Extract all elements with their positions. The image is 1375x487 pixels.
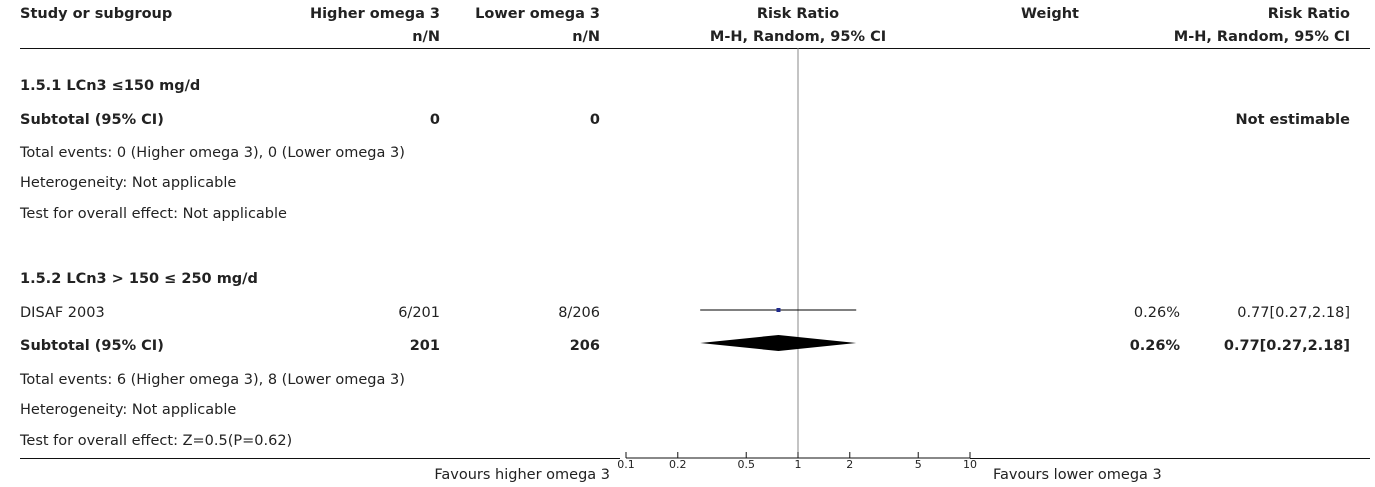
subtotal-rr: 0.77[0.27,2.18]	[1223, 338, 1350, 354]
x-axis-tick-label: 5	[915, 458, 922, 471]
study-rr: 0.77[0.27,2.18]	[1237, 305, 1350, 321]
heterogeneity: Heterogeneity: Not applicable	[20, 402, 237, 418]
subtotal-label: Subtotal (95% CI)	[20, 112, 164, 128]
subtotal-weight: 0.26%	[1129, 338, 1180, 354]
col-header-rr-plot: Risk Ratio	[756, 6, 840, 22]
total-events: Total events: 6 (Higher omega 3), 8 (Low…	[20, 372, 405, 388]
col-header-higher: Higher omega 3	[309, 6, 440, 22]
col-header-rr-sub: M-H, Random, 95% CI	[1173, 29, 1350, 45]
subtotal-lower: 0	[589, 112, 600, 128]
col-header-lower: Lower omega 3	[475, 6, 600, 22]
col-header-higher-sub: n/N	[412, 29, 440, 45]
col-header-weight: Weight	[1021, 6, 1079, 22]
subtotal-result: Not estimable	[1235, 112, 1350, 128]
study-weight: 0.26%	[1133, 305, 1180, 321]
subtotal-diamond	[700, 335, 857, 351]
group-title: 1.5.1 LCn3 ≤150 mg/d	[20, 78, 201, 94]
footer-rule-right	[970, 458, 1370, 459]
col-header-rr: Risk Ratio	[1267, 6, 1350, 22]
x-axis-tick-label: 10	[963, 458, 977, 471]
total-events: Total events: 0 (Higher omega 3), 0 (Low…	[20, 145, 405, 161]
subtotal-label: Subtotal (95% CI)	[20, 338, 164, 354]
x-axis-tick-label: 0.2	[669, 458, 687, 471]
subtotal-lower: 206	[569, 338, 600, 354]
col-header-study: Study or subgroup	[20, 6, 173, 22]
group-title: 1.5.2 LCn3 > 150 ≤ 250 mg/d	[20, 271, 258, 287]
overall-effect: Test for overall effect: Not applicable	[20, 206, 287, 222]
heterogeneity: Heterogeneity: Not applicable	[20, 175, 237, 191]
x-axis-tick-label: 1	[795, 458, 802, 471]
study-lower: 8/206	[558, 305, 600, 321]
favours-left-label: Favours higher omega 3	[434, 467, 610, 483]
x-axis-tick-label: 0.5	[737, 458, 755, 471]
col-header-rr-plot-sub: M-H, Random, 95% CI	[709, 29, 887, 45]
study-higher: 6/201	[398, 305, 440, 321]
study-effect-marker	[776, 308, 781, 312]
study-name: DISAF 2003	[20, 305, 105, 321]
favours-right-label: Favours lower omega 3	[993, 467, 1162, 483]
x-axis-tick-label: 0.1	[617, 458, 635, 471]
subtotal-higher: 201	[409, 338, 440, 354]
subtotal-higher: 0	[429, 112, 440, 128]
col-header-lower-sub: n/N	[572, 29, 600, 45]
overall-effect: Test for overall effect: Z=0.5(P=0.62)	[20, 433, 293, 449]
x-axis-tick-label: 2	[846, 458, 853, 471]
header-rule	[20, 48, 1370, 49]
footer-rule-left	[20, 458, 620, 459]
